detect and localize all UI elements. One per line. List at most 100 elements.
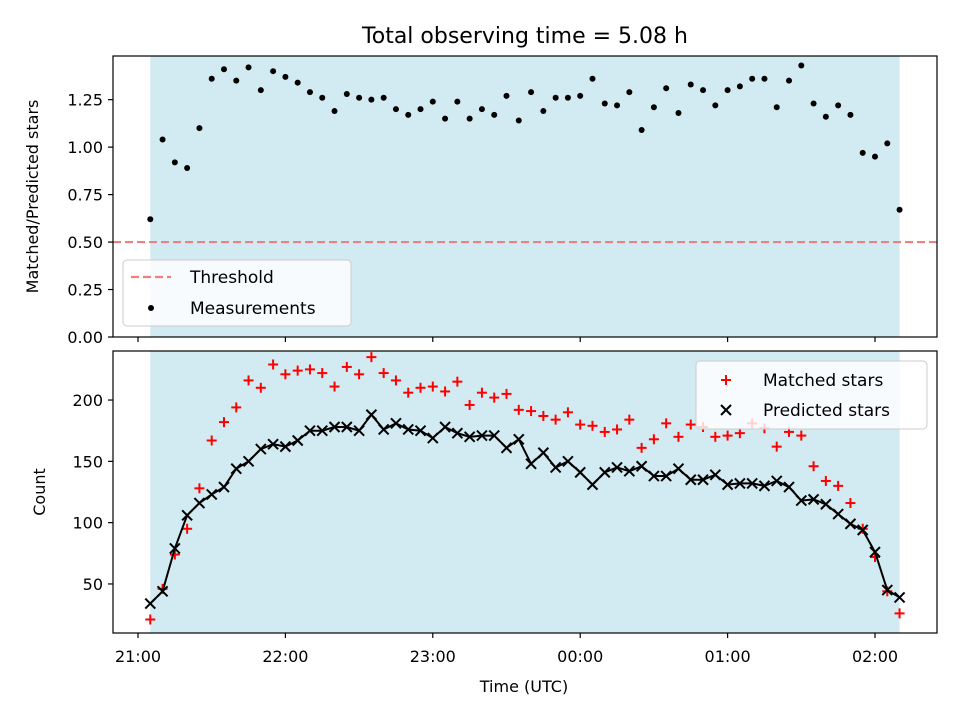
x-stroke [193,497,206,509]
data-point [392,106,399,113]
x-stroke [758,480,771,492]
x-stroke [463,431,476,443]
data-point-x [144,597,156,610]
x-stroke [291,434,304,447]
data-point-x [353,424,365,437]
y-tick-label: 100 [72,514,103,533]
legend-measurements-swatch [148,305,154,311]
x-stroke [721,478,734,491]
data-point [872,153,878,160]
data-point-plus [722,430,733,441]
data-point-plus [661,418,672,429]
x-stroke [427,432,439,444]
x-stroke [390,417,402,430]
data-point-x [734,477,746,490]
data-point-x [427,432,439,444]
x-stroke [169,542,181,555]
x-stroke [279,440,292,453]
data-point [245,64,252,71]
data-point-plus [329,381,340,392]
data-point-x [328,421,341,433]
data-point [761,75,768,82]
data-point-plus [268,359,279,370]
data-point-x [193,497,206,509]
data-point [687,81,694,88]
data-point [196,125,203,132]
x-stroke [672,462,685,475]
x-stroke [586,478,599,491]
data-point-plus [710,431,721,442]
x-stroke [402,423,414,436]
data-point-plus [587,420,598,431]
data-point-plus [341,361,352,372]
data-point-plus [145,614,156,625]
data-point-x [758,480,771,492]
y-tick-label: 0.75 [67,186,103,205]
data-point-x [488,429,500,442]
data-point [626,89,633,96]
data-point-plus [390,375,401,386]
data-point [417,106,424,113]
data-point-plus [550,414,561,425]
x-stroke [267,438,279,450]
data-point [884,140,891,147]
x-stroke [304,424,316,437]
data-point-x [402,423,414,436]
data-point-x [807,493,820,506]
data-point [429,98,436,105]
data-point [736,83,743,90]
data-point [700,87,707,94]
x-stroke [218,481,230,493]
x-axis-label: Time (UTC) [479,677,568,696]
data-point-plus [440,386,451,397]
data-point [675,109,682,116]
data-point-x [463,431,476,443]
data-point-x [169,542,181,555]
data-point-x [869,546,881,558]
data-point-plus [685,419,696,430]
y-tick-label: 0.25 [67,281,103,300]
data-point-plus [255,382,266,393]
x-stroke [635,460,648,472]
data-point-x [537,447,550,459]
data-point-x [771,475,783,487]
chart-title: Total observing time = 5.08 h [361,24,688,49]
x-stroke [377,423,390,436]
data-point-x [156,585,169,598]
x-tick-label: 23:00 [410,647,456,666]
x-stroke [623,465,636,477]
data-point-x [390,417,402,430]
data-point-plus [820,475,831,486]
axes-frame [112,350,938,634]
data-point-x [341,421,353,433]
data-point [822,113,829,120]
x-stroke [599,466,611,479]
x-stroke [181,509,193,522]
data-point [405,111,412,118]
data-point [491,111,498,118]
data-point-plus [464,399,475,410]
data-point-x [721,478,734,491]
data-point-plus [476,387,487,398]
data-point [331,108,338,115]
data-point-plus [575,419,586,430]
x-stroke [328,421,341,433]
x-tick-label: 00:00 [557,647,603,666]
data-point-x [414,424,427,437]
data-point-x [255,443,267,455]
data-point [356,94,363,101]
y-axis-label: Matched/Predicted stars [23,100,42,294]
legend: Threshold Measurements [122,259,352,327]
data-point [233,77,240,84]
y-tick-label: 50 [83,575,103,594]
data-point [859,149,866,156]
data-point-x [832,508,844,520]
data-point-x [746,477,758,490]
data-point-plus [734,428,745,439]
data-point-plus [403,387,414,398]
data-point-x [451,427,464,439]
x-stroke [709,469,722,481]
y-tick-label: 150 [72,452,103,471]
data-point [442,115,449,122]
